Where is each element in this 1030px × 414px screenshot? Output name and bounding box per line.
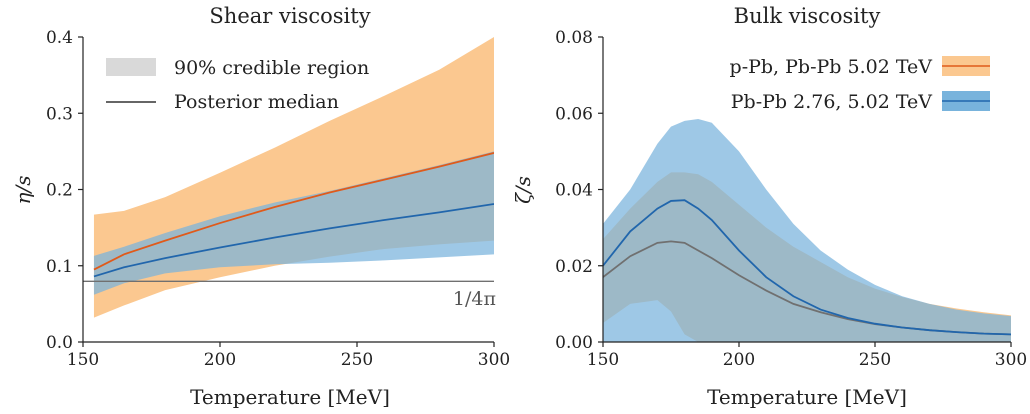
blue-median-line bbox=[603, 199, 1011, 336]
shear-axes: 150 200 250 300 0.0 0.1 0.2 0.3 0.4 bbox=[46, 28, 510, 370]
legend-pbpb-label: Pb-Pb 2.76, 5.02 TeV bbox=[731, 91, 933, 113]
x-tick-label: 250 bbox=[859, 350, 891, 370]
shear-ylabel: η/s bbox=[11, 176, 35, 205]
y-tick-label: 0.0 bbox=[46, 333, 73, 353]
blue-credible-band bbox=[603, 118, 1011, 342]
legend-median-label: Posterior median bbox=[174, 91, 339, 113]
y-tick-label: 0.06 bbox=[555, 104, 593, 124]
blue-credible-band bbox=[93, 151, 494, 295]
bulk-legend: p-Pb, Pb-Pb 5.02 TeV Pb-Pb 2.76, 5.02 Te… bbox=[730, 56, 990, 113]
x-tick-label: 250 bbox=[341, 350, 373, 370]
legend-ppb-label: p-Pb, Pb-Pb 5.02 TeV bbox=[730, 56, 933, 78]
y-tick-label: 0.00 bbox=[555, 333, 593, 353]
bulk-xlabel: Temperature [MeV] bbox=[707, 385, 907, 409]
x-tick-label: 150 bbox=[587, 350, 619, 370]
y-tick-label: 0.4 bbox=[46, 28, 73, 48]
y-tick-label: 0.02 bbox=[555, 257, 593, 277]
shear-legend: 90% credible region Posterior median bbox=[106, 57, 369, 113]
legend-band-swatch bbox=[106, 58, 156, 76]
bulk-plot-area bbox=[603, 118, 1011, 342]
x-tick-label: 300 bbox=[478, 350, 510, 370]
x-tick-label: 200 bbox=[723, 350, 755, 370]
bulk-title: Bulk viscosity bbox=[734, 4, 881, 28]
orange-median-line bbox=[93, 152, 494, 271]
bulk-ylabel: ζ/s bbox=[511, 176, 535, 204]
x-tick-label: 150 bbox=[67, 350, 99, 370]
shear-xlabel: Temperature [MeV] bbox=[190, 385, 390, 409]
legend-band-label: 90% credible region bbox=[174, 57, 369, 79]
bulk-axes: 150 200 250 300 0.00 0.02 0.04 0.06 0.08 bbox=[555, 28, 1027, 370]
y-tick-label: 0.1 bbox=[46, 257, 73, 277]
y-tick-label: 0.04 bbox=[555, 181, 593, 201]
bulk-viscosity-panel: Bulk viscosity 150 200 250 300 0.00 0.02 0.04 0… bbox=[511, 4, 1027, 409]
x-tick-label: 300 bbox=[995, 350, 1027, 370]
y-tick-label: 0.08 bbox=[555, 28, 593, 48]
shear-title: Shear viscosity bbox=[209, 4, 370, 28]
shear-plot-area bbox=[83, 37, 494, 318]
y-tick-label: 0.3 bbox=[46, 104, 73, 124]
x-tick-label: 200 bbox=[204, 350, 236, 370]
blue-median-line bbox=[93, 203, 494, 278]
shear-viscosity-panel: Shear viscosity 150 200 250 300 0.0 0.1 0.2 0.3… bbox=[11, 4, 510, 409]
y-tick-label: 0.2 bbox=[46, 181, 73, 201]
kss-bound-label: 1/4π bbox=[453, 288, 496, 310]
